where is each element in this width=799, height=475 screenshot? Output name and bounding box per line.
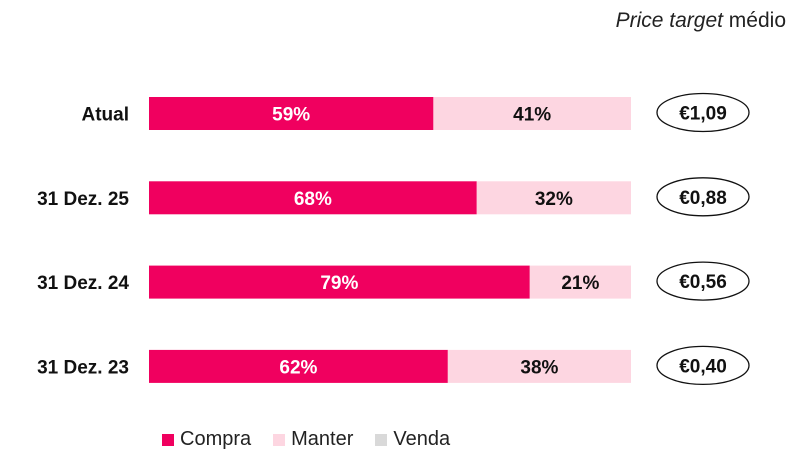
data-label-manter: 41%: [513, 105, 551, 126]
header-italic: Price target: [615, 9, 723, 32]
data-label-manter: 32%: [535, 189, 573, 210]
legend-swatch-manter: [273, 433, 286, 446]
bar-segment-compra: [149, 349, 448, 383]
data-label-manter: 21%: [561, 273, 599, 294]
bar-segment-manter: [476, 181, 631, 215]
category-label: Atual: [82, 105, 130, 126]
category-label: 31 Dez. 23: [37, 357, 129, 378]
legend-label-venda: Venda: [393, 428, 451, 450]
price-target-ellipse: [656, 261, 750, 301]
legend-label-manter: Manter: [291, 428, 354, 450]
legend-item-venda: Venda: [375, 428, 450, 451]
price-target-ellipse: [656, 345, 750, 386]
header-rest: médio: [722, 9, 786, 32]
bar-segment-compra: [149, 265, 530, 299]
data-label-compra: 59%: [272, 105, 310, 126]
legend-label-compra: Compra: [180, 428, 252, 450]
price-target-value: €0,56: [679, 272, 727, 293]
stacked-bar-chart: Atual 59% 41% €1,09 31 Dez. 25 68% 32% €0,88 31 …: [37, 92, 750, 386]
legend-item-manter: Manter: [273, 428, 353, 451]
legend-item-compra: Compra: [162, 428, 251, 451]
price-target-value: €0,40: [679, 356, 727, 377]
price-target-value: €0,88: [679, 188, 727, 209]
bar-segment-compra: [149, 181, 477, 215]
data-label-compra: 68%: [294, 189, 332, 210]
price-target-ellipse: [656, 92, 750, 133]
data-label-compra: 79%: [320, 273, 358, 294]
price-target-ellipse: [656, 177, 750, 217]
legend-swatch-compra: [162, 433, 174, 446]
legend-swatch-venda: [375, 433, 388, 446]
bar-segment-compra: [149, 97, 434, 130]
category-label: 31 Dez. 24: [37, 273, 129, 294]
data-label-manter: 38%: [520, 357, 558, 378]
chart-legend: Compra Manter Venda: [162, 428, 450, 451]
price-target-header: Price target médio: [616, 9, 786, 33]
bar-segment-manter: [433, 97, 631, 130]
category-label: 31 Dez. 25: [37, 189, 129, 210]
bar-segment-manter: [529, 265, 631, 299]
price-target-value: €1,09: [679, 104, 727, 125]
bar-segment-manter: [447, 349, 631, 383]
data-label-compra: 62%: [279, 357, 317, 378]
